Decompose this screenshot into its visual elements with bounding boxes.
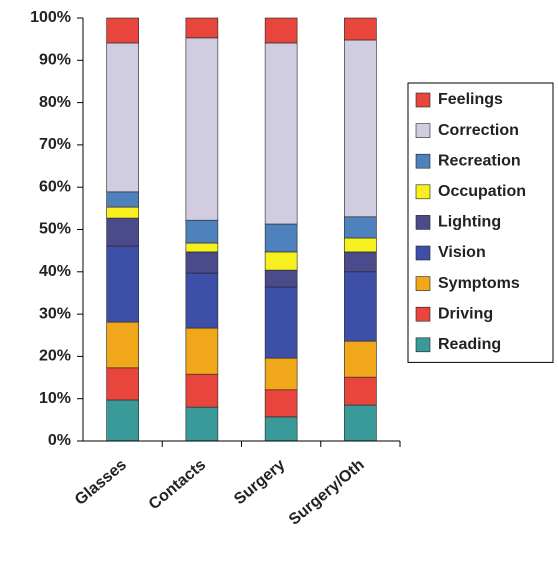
legend-swatch bbox=[415, 306, 431, 322]
legend-label: Driving bbox=[438, 305, 493, 322]
y-tick-label: 30% bbox=[39, 305, 71, 322]
legend-label: Reading bbox=[438, 336, 501, 353]
x-tick-label: Contacts bbox=[146, 456, 209, 513]
bar-segment bbox=[185, 327, 219, 375]
y-tick-label: 70% bbox=[39, 136, 71, 153]
bar-segment bbox=[106, 399, 139, 442]
bar-segment bbox=[264, 357, 298, 391]
y-tick-label: 80% bbox=[39, 94, 71, 111]
bar-segment bbox=[264, 286, 298, 359]
legend-label: Occupation bbox=[438, 183, 526, 200]
legend-swatch bbox=[415, 245, 431, 261]
bar-segment bbox=[185, 251, 219, 274]
bar-segment bbox=[185, 219, 219, 244]
legend-label: Feelings bbox=[438, 91, 503, 108]
y-tick-label: 60% bbox=[39, 178, 71, 195]
bar-segment bbox=[264, 251, 298, 271]
bar-segment bbox=[106, 245, 139, 323]
bar-segment bbox=[344, 376, 377, 406]
legend-swatch bbox=[415, 276, 431, 291]
bar-segment bbox=[344, 17, 377, 41]
bar-segment bbox=[344, 340, 377, 378]
bar-segment bbox=[185, 272, 219, 329]
legend-swatch bbox=[415, 215, 431, 230]
bar-segment bbox=[185, 17, 219, 39]
bar-segment bbox=[106, 217, 139, 247]
bar-segment bbox=[185, 37, 219, 221]
legend-swatch bbox=[415, 184, 431, 200]
x-tick-label: Glasses bbox=[72, 456, 130, 509]
y-tick-label: 10% bbox=[39, 390, 71, 407]
y-tick-label: 50% bbox=[39, 221, 71, 238]
bar-segment bbox=[344, 237, 377, 253]
legend-label: Vision bbox=[438, 244, 486, 261]
y-tick-label: 20% bbox=[39, 348, 71, 365]
legend-label: Recreation bbox=[438, 152, 521, 169]
legend-label: Correction bbox=[438, 122, 519, 139]
legend-swatch bbox=[415, 337, 431, 353]
bar-segment bbox=[344, 271, 377, 342]
bar-segment bbox=[264, 269, 298, 288]
bar-segment bbox=[106, 206, 139, 219]
y-tick-label: 100% bbox=[30, 9, 71, 26]
bar-segment bbox=[106, 42, 139, 193]
bar-segment bbox=[106, 321, 139, 369]
legend-swatch bbox=[415, 123, 431, 138]
bar-segment bbox=[264, 389, 298, 418]
legend-swatch bbox=[415, 153, 431, 169]
bar-segment bbox=[344, 216, 377, 239]
bar-segment bbox=[344, 251, 377, 273]
bar-segment bbox=[264, 416, 298, 442]
legend-label: Symptoms bbox=[438, 275, 520, 292]
bar-segment bbox=[106, 367, 139, 401]
bar-segment bbox=[185, 406, 219, 442]
bar-segment bbox=[106, 17, 139, 44]
y-tick-label: 0% bbox=[48, 432, 71, 449]
legend-box bbox=[407, 82, 554, 363]
bar-segment bbox=[264, 17, 298, 44]
bar-segment bbox=[185, 242, 219, 253]
bar-segment bbox=[344, 404, 377, 442]
legend-swatch bbox=[415, 92, 431, 108]
legend-label: Lighting bbox=[438, 214, 501, 231]
y-tick-label: 40% bbox=[39, 263, 71, 280]
bar-segment bbox=[185, 373, 219, 408]
bar-segment bbox=[264, 223, 298, 253]
bar-segment bbox=[106, 191, 139, 208]
y-tick-label: 90% bbox=[39, 52, 71, 69]
bar-segment bbox=[344, 39, 377, 218]
bar-segment bbox=[264, 42, 298, 225]
x-tick-label: Surgery bbox=[231, 456, 288, 508]
x-tick-label: Surgery/Oth bbox=[286, 456, 368, 528]
